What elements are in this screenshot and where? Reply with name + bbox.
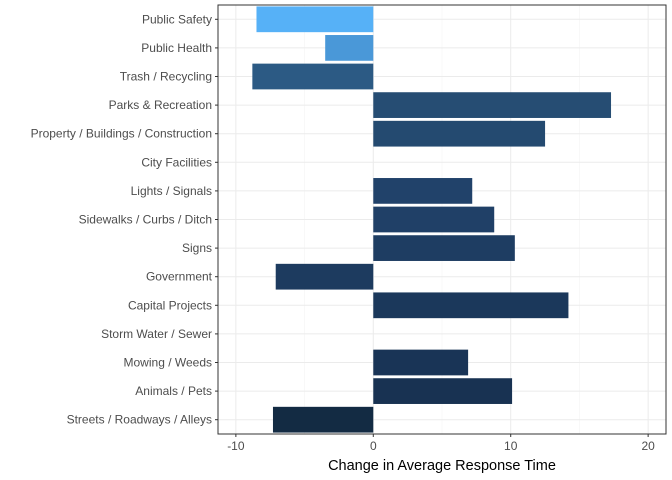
y-tick-label: Government (146, 270, 213, 284)
bars-group (252, 6, 612, 433)
bar (373, 349, 469, 376)
y-tick-label: Signs (182, 241, 212, 255)
y-tick-label: Storm Water / Sewer (101, 327, 212, 341)
x-tick-label: 10 (504, 439, 518, 453)
y-axis-labels: Public Safety Public Health Trash / Recycl… (31, 12, 218, 427)
y-tick-label: Property / Buildings / Construction (31, 127, 212, 141)
y-tick-label: Streets / Roadways / Alleys (67, 413, 212, 427)
bar (252, 63, 374, 90)
y-tick-label: Trash / Recycling (120, 70, 212, 84)
y-tick-label: Animals / Pets (135, 384, 212, 398)
bar (275, 263, 374, 290)
x-axis-title: Change in Average Response Time (328, 458, 556, 474)
y-tick-label: Lights / Signals (131, 184, 212, 198)
bar (272, 406, 374, 433)
x-axis-labels: -10 0 10 20 (227, 434, 655, 453)
y-tick-label: Sidewalks / Curbs / Ditch (79, 213, 212, 227)
bar (373, 235, 515, 261)
bar (373, 378, 513, 404)
x-tick-label: 20 (641, 439, 655, 453)
bar (373, 178, 473, 204)
y-tick-label: Capital Projects (128, 298, 212, 312)
bar (256, 6, 374, 33)
x-tick-label: -10 (227, 439, 245, 453)
bar (373, 92, 612, 118)
y-tick-label: Mowing / Weeds (124, 356, 212, 370)
y-tick-label: Parks & Recreation (109, 98, 212, 112)
bar (373, 292, 569, 319)
x-tick-label: 0 (370, 439, 377, 453)
y-tick-label: Public Health (141, 41, 212, 55)
bar (325, 35, 374, 61)
bar (373, 206, 495, 233)
y-tick-label: City Facilities (141, 155, 212, 169)
y-tick-label: Public Safety (142, 12, 212, 26)
bar (373, 120, 546, 147)
